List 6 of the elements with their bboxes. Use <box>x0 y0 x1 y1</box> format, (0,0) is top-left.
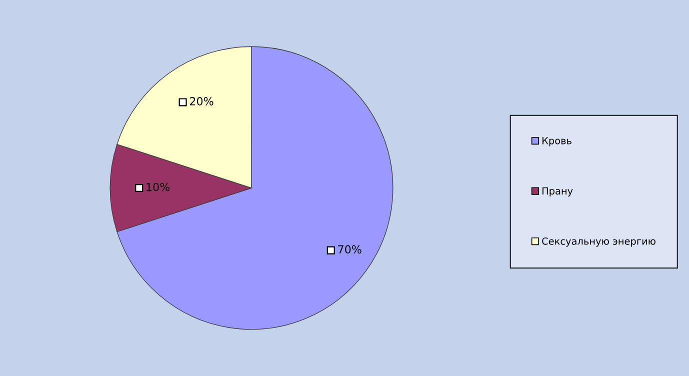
legend-label: Прану <box>542 187 573 196</box>
data-label: 10% <box>146 182 170 192</box>
data-label: 70% <box>338 245 362 254</box>
legend-label: Сексуальную энергию <box>542 237 656 247</box>
legend-label: Кровь <box>542 137 572 146</box>
data-label: 20% <box>190 97 214 106</box>
